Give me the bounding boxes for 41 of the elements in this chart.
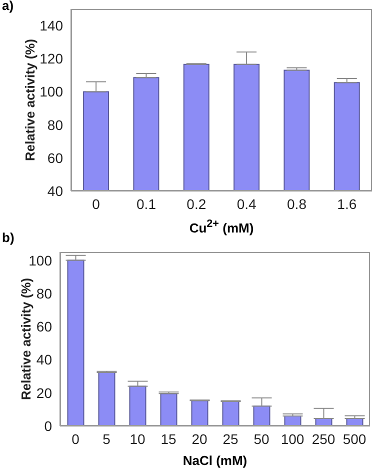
- x-tick-label: 20: [192, 430, 208, 447]
- x-tick-label: 250: [312, 430, 336, 447]
- y-tick-label: 40: [36, 352, 52, 368]
- bar: [129, 386, 146, 426]
- y-tick-label: 80: [47, 116, 64, 133]
- x-axis-title: NaCl (mM): [182, 453, 248, 468]
- y-tick-label: 0: [44, 418, 52, 434]
- bar: [253, 406, 270, 426]
- chart-title: b): [2, 230, 14, 245]
- x-tick-label: 500: [342, 430, 366, 447]
- x-tick-label: 0.8: [287, 196, 307, 212]
- x-axis-title: Cu$^{2+}$ (mM): [188, 218, 255, 236]
- x-tick-label: 10: [130, 430, 146, 447]
- y-axis-title: Relative activity (%): [18, 278, 34, 400]
- x-tick-label: 15: [160, 430, 176, 447]
- x-tick-label: 0.2: [186, 196, 206, 212]
- x-tick-label: 0: [92, 196, 100, 212]
- y-tick-label: 100: [40, 84, 64, 100]
- x-tick-label: 0.4: [236, 196, 257, 212]
- bar: [191, 400, 208, 426]
- y-tick-label: 120: [40, 50, 64, 67]
- y-tick-label: 100: [28, 252, 52, 268]
- x-tick-label: 100: [280, 430, 304, 447]
- y-tick-label: 60: [47, 150, 64, 166]
- chart-title: a): [2, 0, 14, 13]
- x-tick-label: 50: [254, 430, 270, 447]
- x-tick-label: 0.1: [136, 196, 156, 212]
- x-tick-label: 25: [222, 430, 238, 447]
- y-tick-label: 140: [40, 18, 64, 34]
- y-tick-label: 20: [36, 384, 52, 401]
- bar: [98, 372, 116, 426]
- y-tick-label: 40: [47, 182, 64, 199]
- x-tick-label: 5: [102, 430, 111, 447]
- bar: [222, 400, 240, 426]
- y-tick-label: 60: [36, 318, 52, 335]
- bar: [67, 260, 84, 426]
- y-axis-title: Relative activity (%): [22, 38, 38, 162]
- x-tick-label: 1.6: [337, 196, 357, 212]
- x-tick-label: 0: [72, 430, 80, 447]
- y-tick-label: 80: [36, 285, 52, 302]
- bar: [160, 393, 178, 426]
